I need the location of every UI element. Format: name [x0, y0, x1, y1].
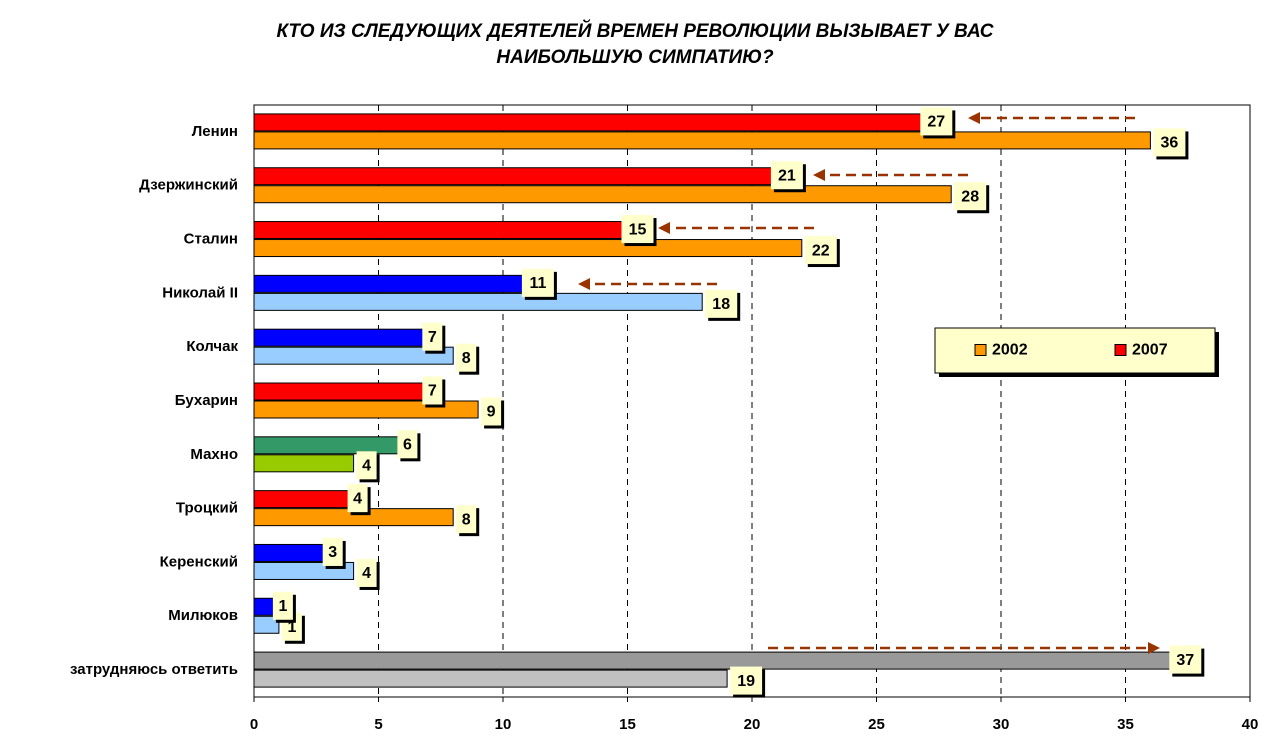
bar	[253, 113, 927, 132]
bar	[253, 131, 1151, 150]
bar	[253, 669, 728, 688]
legend-label: 2002	[992, 342, 1028, 359]
bar	[253, 400, 479, 419]
data-label-box	[920, 107, 953, 136]
data-label: 19	[737, 673, 755, 690]
bar	[253, 221, 628, 240]
data-label: 7	[428, 329, 437, 346]
data-label-box	[481, 397, 502, 426]
category-label: Махно	[190, 446, 238, 463]
chart-title: КТО ИЗ СЛЕДУЮЩИХ ДЕЯТЕЛЕЙ ВРЕМЕН РЕВОЛЮЦ…	[277, 20, 994, 42]
bar	[253, 454, 355, 473]
data-label-box	[272, 591, 293, 620]
x-tick-label: 40	[1242, 716, 1259, 733]
category-label: Сталин	[184, 231, 238, 248]
category-label: Троцкий	[176, 500, 238, 517]
change-arrows	[578, 112, 1160, 654]
data-label: 8	[462, 350, 471, 367]
category-label: Бухарин	[175, 392, 238, 409]
category-label: Николай II	[162, 284, 238, 301]
x-tick-label: 10	[495, 716, 512, 733]
data-label: 1	[287, 619, 296, 636]
data-label: 36	[1161, 135, 1179, 152]
legend-swatch	[974, 344, 987, 356]
bar	[253, 167, 778, 186]
legend-swatch	[1114, 344, 1127, 356]
data-label-box	[621, 215, 654, 244]
x-tick-label: 30	[993, 716, 1010, 733]
data-label: 4	[353, 490, 362, 507]
x-tick-label: 20	[744, 716, 761, 733]
data-label-box	[730, 666, 763, 695]
data-label: 18	[712, 296, 730, 313]
data-label: 11	[529, 275, 546, 292]
x-tick-label: 5	[374, 716, 382, 733]
data-label-box	[347, 484, 368, 513]
plot-area	[253, 104, 1251, 702]
data-label: 4	[362, 565, 371, 582]
data-label-box	[770, 161, 803, 190]
category-label: Ленин	[192, 123, 238, 140]
data-label: 27	[927, 114, 945, 131]
data-label-box	[356, 558, 377, 587]
chart-title: НАИБОЛЬШУЮ СИМПАТИЮ?	[496, 47, 774, 68]
category-label: Колчак	[186, 338, 238, 355]
data-label: 37	[1176, 652, 1194, 669]
bar	[253, 490, 355, 509]
data-label-box	[954, 182, 987, 211]
x-tick-label: 25	[868, 716, 885, 733]
category-label: затрудняюсь ответить	[70, 661, 238, 678]
x-tick-label: 35	[1117, 716, 1134, 733]
legend-label: 2007	[1132, 342, 1168, 359]
category-label: Керенский	[160, 553, 238, 570]
data-label: 8	[462, 511, 471, 528]
data-label-box	[705, 289, 738, 318]
data-label-box	[422, 322, 443, 351]
data-label-box	[422, 376, 443, 405]
data-label: 15	[629, 221, 647, 238]
bar	[253, 185, 952, 204]
bar	[253, 346, 454, 365]
data-label: 1	[278, 598, 287, 615]
bar	[253, 615, 280, 634]
data-label-box	[356, 451, 377, 480]
data-label-box	[456, 343, 477, 372]
bar	[253, 274, 529, 293]
data-label-box	[1169, 645, 1202, 674]
data-label-box	[456, 505, 477, 534]
bar	[253, 651, 1176, 670]
data-label: 3	[328, 544, 337, 561]
data-label: 7	[428, 383, 437, 400]
data-label: 9	[487, 404, 496, 421]
bar	[253, 382, 429, 401]
data-label: 22	[812, 242, 830, 259]
bar	[253, 292, 703, 311]
data-label: 28	[961, 188, 979, 205]
x-tick-label: 0	[250, 716, 258, 733]
bar	[253, 328, 429, 347]
bar	[253, 436, 404, 455]
data-label-box	[322, 537, 343, 566]
category-label: Дзержинский	[139, 177, 238, 194]
data-label: 4	[362, 458, 371, 475]
x-tick-label: 15	[619, 716, 636, 733]
bar	[253, 543, 330, 562]
data-label-box	[397, 430, 418, 459]
bar	[253, 239, 803, 258]
data-label: 6	[403, 437, 412, 454]
data-label-box	[1153, 128, 1186, 157]
data-label-box	[804, 236, 837, 265]
category-label: Милюков	[168, 607, 238, 624]
data-label: 21	[778, 167, 796, 184]
data-label-box	[521, 268, 554, 297]
